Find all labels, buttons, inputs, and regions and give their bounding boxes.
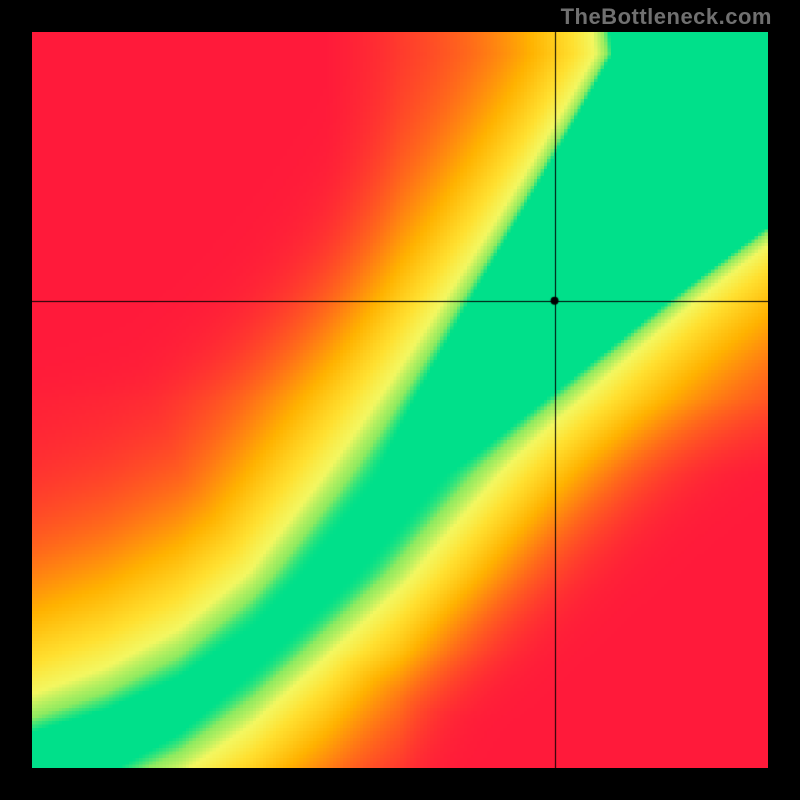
watermark-text: TheBottleneck.com xyxy=(561,4,772,30)
crosshair-overlay xyxy=(32,32,768,768)
